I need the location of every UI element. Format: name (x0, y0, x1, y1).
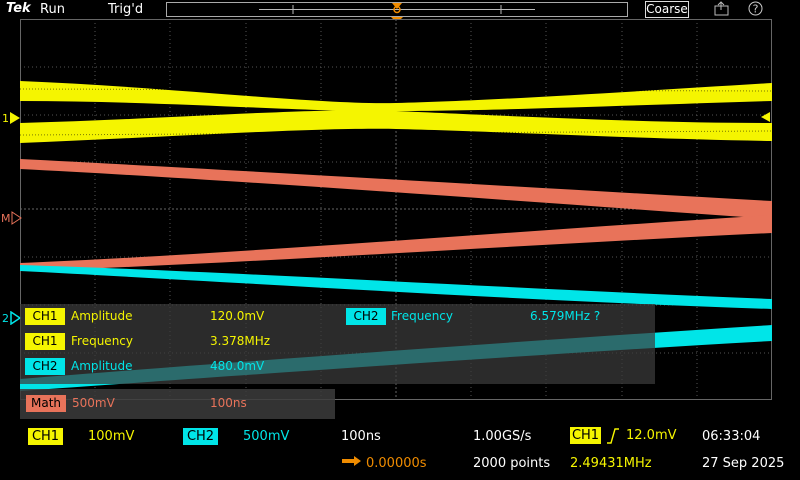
math-waveform (20, 159, 772, 271)
sample-rate[interactable]: 1.00GS/s (473, 429, 532, 444)
math-panel[interactable]: Math 500mV 100ns (20, 389, 335, 419)
measurement-row[interactable]: CH1 Frequency 3.378MHz (25, 333, 325, 351)
coarse-button[interactable]: Coarse (645, 1, 689, 18)
ch2-ground-marker[interactable]: 2 (0, 310, 22, 329)
clock-date: 27 Sep 2025 (702, 456, 785, 471)
measurement-panel (20, 304, 655, 384)
ch1-badge: CH1 (28, 428, 63, 445)
ch1-badge: CH1 (25, 308, 65, 325)
measurement-value: 120.0mV (210, 309, 265, 323)
measurement-value: 3.378MHz (210, 334, 271, 348)
trigger-level: 12.0mV (626, 428, 677, 443)
measurement-row[interactable]: CH1 Amplitude 120.0mV (25, 308, 325, 326)
svg-text:?: ? (753, 3, 759, 16)
measurement-value: 480.0mV (210, 359, 265, 373)
measurement-name: Amplitude (71, 309, 133, 323)
delay-value: 0.00000s (366, 456, 427, 471)
trigger-level-marker[interactable] (760, 108, 772, 127)
record-view-bar[interactable] (166, 2, 628, 17)
math-badge: Math (26, 395, 66, 412)
record-length[interactable]: 2000 points (473, 456, 551, 471)
ch2-scale: 500mV (243, 429, 290, 444)
export-icon[interactable] (714, 1, 730, 20)
trigger-settings[interactable]: CH1 12.0mV (570, 427, 690, 447)
trigger-source-badge: CH1 (570, 427, 601, 444)
math-scale: 500mV (72, 396, 115, 410)
measurement-value: 6.579MHz ? (530, 309, 601, 323)
run-status[interactable]: Run (40, 2, 65, 17)
measurement-row[interactable]: CH2 Frequency 6.579MHz ? (346, 308, 646, 326)
measurement-name: Amplitude (71, 359, 133, 373)
ch2-scale-control[interactable]: CH2 500mV (183, 428, 323, 446)
ch2-badge: CH2 (25, 358, 65, 375)
ch1-waveform (20, 81, 772, 143)
help-icon[interactable]: ? (748, 1, 763, 20)
measurement-row[interactable]: CH2 Amplitude 480.0mV (25, 358, 325, 376)
delay-arrow-icon (341, 455, 363, 473)
measurement-name: Frequency (391, 309, 453, 323)
svg-text:M: M (1, 212, 11, 225)
trigger-frequency: 2.49431MHz (570, 456, 652, 471)
math-ground-marker[interactable]: M (0, 210, 22, 229)
trigger-status[interactable]: Trig'd (108, 2, 144, 17)
timebase-scale[interactable]: 100ns (341, 429, 381, 444)
ch1-scale-control[interactable]: CH1 100mV (28, 428, 168, 446)
measurement-name: Frequency (71, 334, 133, 348)
ch1-badge: CH1 (25, 333, 65, 350)
horizontal-delay[interactable]: 0.00000s (341, 454, 451, 474)
clock-time: 06:33:04 (702, 429, 761, 444)
rising-edge-icon (606, 427, 620, 449)
ch1-ground-marker[interactable]: 1 (0, 110, 22, 129)
svg-text:2: 2 (2, 312, 9, 325)
ch2-badge: CH2 (346, 308, 386, 325)
ch2-badge: CH2 (183, 428, 218, 445)
math-time: 100ns (210, 396, 247, 410)
ch1-scale: 100mV (88, 429, 135, 444)
brand-logo: Tek (6, 1, 31, 16)
svg-text:1: 1 (2, 112, 9, 125)
